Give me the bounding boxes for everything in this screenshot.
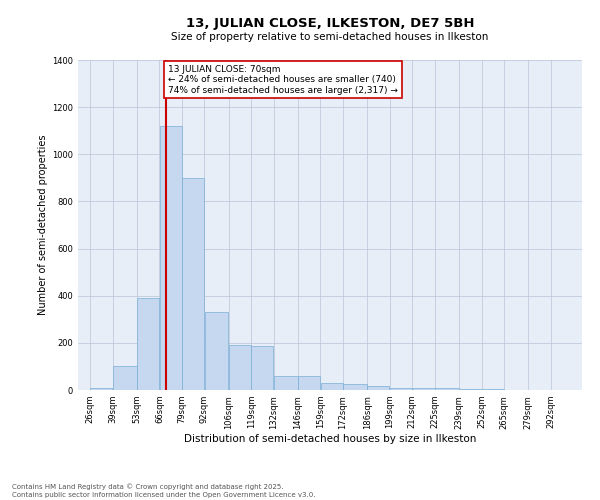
Bar (413, 388, 434, 390)
Text: 13 JULIAN CLOSE: 70sqm
← 24% of semi-detached houses are smaller (740)
74% of se: 13 JULIAN CLOSE: 70sqm ← 24% of semi-det… (168, 64, 398, 94)
Bar (182, 178, 204, 390)
Bar (459, 389, 481, 390)
Bar (229, 345, 251, 390)
X-axis label: Distribution of semi-detached houses by size in Ilkeston: Distribution of semi-detached houses by … (184, 434, 476, 444)
Bar (137, 298, 159, 390)
Bar (160, 126, 182, 390)
Bar (298, 376, 320, 390)
Bar (251, 346, 274, 390)
Y-axis label: Number of semi-detached properties: Number of semi-detached properties (38, 134, 48, 316)
Bar (435, 388, 459, 390)
Bar (343, 384, 367, 390)
Bar (367, 386, 389, 390)
Bar (390, 388, 412, 390)
Bar (91, 388, 112, 390)
Bar (274, 376, 298, 390)
Bar (205, 312, 229, 390)
Bar (321, 383, 343, 390)
Text: Contains HM Land Registry data © Crown copyright and database right 2025.
Contai: Contains HM Land Registry data © Crown c… (12, 484, 316, 498)
Text: Size of property relative to semi-detached houses in Ilkeston: Size of property relative to semi-detach… (172, 32, 488, 42)
Text: 13, JULIAN CLOSE, ILKESTON, DE7 5BH: 13, JULIAN CLOSE, ILKESTON, DE7 5BH (186, 18, 474, 30)
Bar (113, 366, 137, 390)
